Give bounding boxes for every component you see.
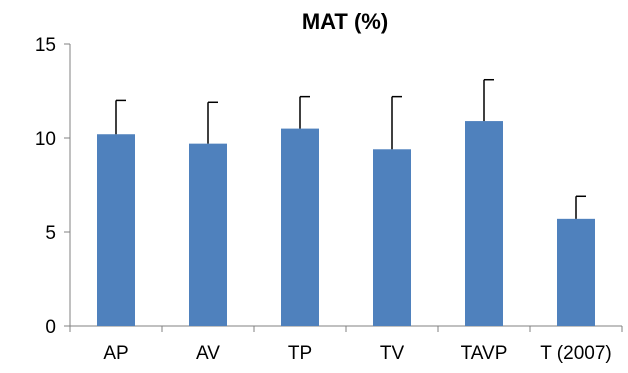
axes [64,43,623,332]
x-tick-label: AV [196,343,220,364]
y-tick-label: 10 [35,129,56,150]
x-tick-labels: AP AV TP TV TAVP T (2007) [103,343,611,364]
bar [97,134,135,326]
y-tick-label: 15 [35,35,56,56]
bar [465,121,503,326]
x-tick-label: T (2007) [540,343,611,364]
bar [189,143,227,326]
bar [557,218,595,326]
x-tick-label: TV [380,343,405,364]
x-tick-label: AP [103,343,128,364]
x-tick-label: TAVP [461,343,508,364]
bars-group [97,121,595,326]
y-tick-labels: 0 5 10 15 [35,35,56,338]
y-tick-label: 5 [45,223,56,244]
chart-title: MAT (%) [302,9,388,34]
y-tick-label: 0 [45,317,56,338]
bar [373,149,411,326]
x-tick-label: TP [288,343,312,364]
bar [281,128,319,326]
error-bars-group [115,78,586,219]
